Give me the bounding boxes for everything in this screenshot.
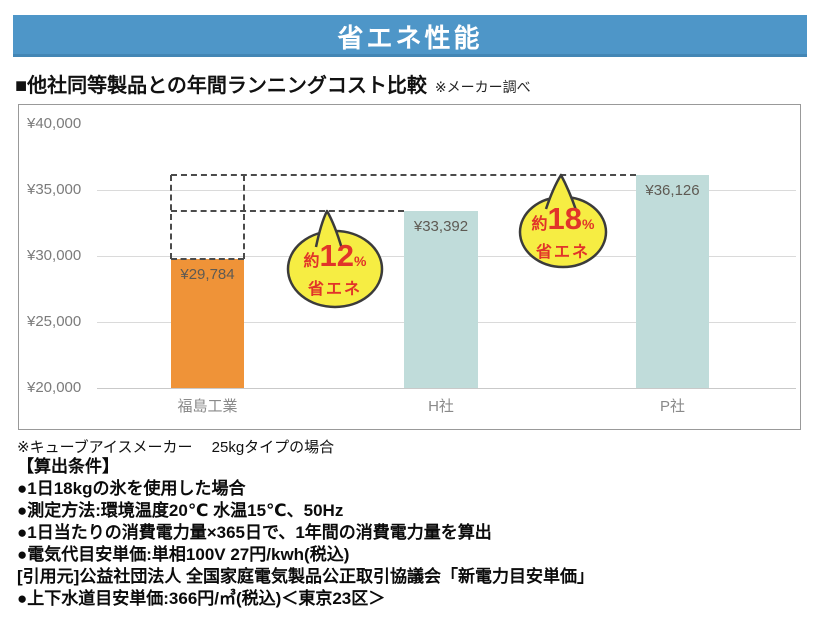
- bar-value-h-company: ¥33,392: [413, 218, 469, 235]
- dashed-line-bar-top: [171, 258, 244, 260]
- bar-fukushima: [171, 259, 244, 388]
- bubble-18-percent-shape: [518, 173, 608, 269]
- ytick-40000: ¥40,000: [27, 115, 82, 132]
- ytick-25000: ¥25,000: [27, 313, 82, 330]
- gridline-35000: [97, 190, 796, 191]
- xtick-p-company: P社: [659, 398, 685, 415]
- calculation-conditions: 【算出条件】 ●1日18kgの氷を使用した場合 ●測定方法:環境温度20℃ 水温…: [17, 456, 594, 610]
- dashed-line-h-level: [171, 210, 404, 212]
- ytick-20000: ¥20,000: [27, 379, 82, 396]
- condition-item-2: ●測定方法:環境温度20℃ 水温15℃、50Hz: [17, 501, 344, 520]
- condition-item-5: ●上下水道目安単価:366円/㎥(税込)＜東京23区＞: [17, 589, 386, 608]
- xtick-fukushima: 福島工業: [177, 398, 238, 415]
- bar-value-fukushima: ¥29,784: [180, 266, 235, 283]
- bar-value-p-company: ¥36,126: [645, 182, 700, 199]
- page-title: 省エネ性能: [337, 22, 483, 53]
- condition-source: [引用元]公益社団法人 全国家庭電気製品公正取引協議会「新電力目安単価」: [17, 567, 595, 586]
- condition-item-1: ●1日18kgの氷を使用した場合: [17, 479, 246, 498]
- xtick-h-company: H社: [428, 398, 454, 415]
- section-headline: ■他社同等製品との年間ランニングコスト比較 ※メーカー調べ: [15, 69, 531, 98]
- ytick-35000: ¥35,000: [27, 181, 82, 198]
- chart-title-note: ※メーカー調べ: [434, 79, 531, 95]
- x-axis-line: [97, 388, 796, 389]
- condition-item-3: ●1日当たりの消費電力量×365日で、1年間の消費電力量を算出: [17, 523, 492, 542]
- bar-p-company: [636, 175, 709, 388]
- annotation-12-line2: 省エネ: [307, 280, 362, 298]
- dashed-line-p-level: [171, 174, 636, 176]
- bubble-12-percent-shape: [286, 209, 384, 309]
- bar-h-company: [404, 211, 478, 388]
- header-banner: 省エネ性能: [13, 15, 807, 57]
- chart-title: ■他社同等製品との年間ランニングコスト比較: [15, 75, 427, 97]
- annotation-18-line2: 省エネ: [535, 243, 590, 261]
- annotation-12-percent: 約 12% 省エネ: [288, 233, 382, 305]
- dashed-line-left: [170, 175, 172, 259]
- dashed-line-right: [243, 175, 245, 259]
- annotation-18-percent: 約 18% 省エネ: [520, 199, 606, 265]
- annotation-18-line1: 約 18%: [531, 200, 595, 236]
- bar-chart: ¥40,000 ¥35,000 ¥30,000 ¥25,000 ¥20,000 …: [18, 104, 801, 430]
- chart-footnote: ※キューブアイスメーカー 25kgタイプの場合: [17, 439, 335, 456]
- ytick-30000: ¥30,000: [27, 247, 82, 264]
- annotation-12-line1: 約 12%: [303, 237, 367, 273]
- annotation-bubbles: [286, 173, 608, 309]
- conditions-heading: 【算出条件】: [17, 457, 119, 476]
- condition-item-4: ●電気代目安単価:単相100V 27円/kwh(税込): [17, 545, 350, 564]
